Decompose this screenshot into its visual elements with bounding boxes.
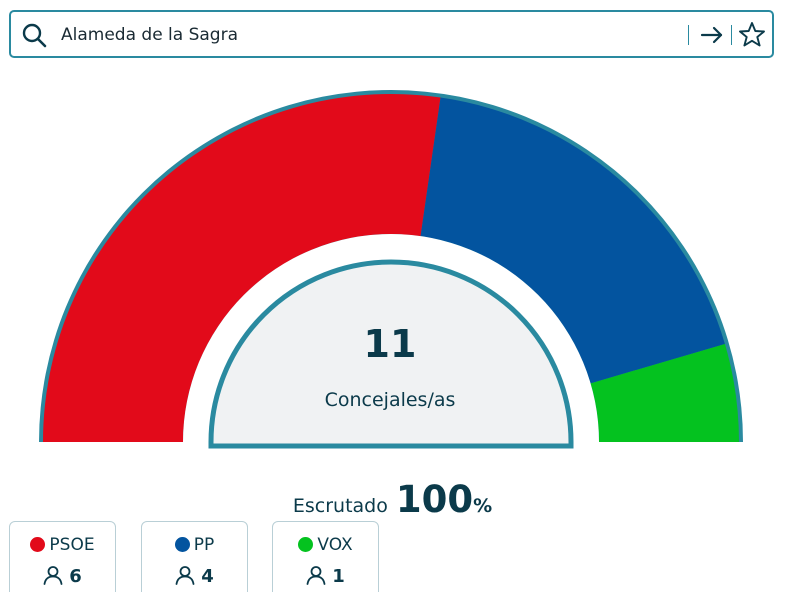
search-icon[interactable]: [21, 22, 47, 48]
party-name: PP: [193, 535, 215, 555]
party-color-dot: [174, 537, 190, 552]
party-name: VOX: [317, 535, 353, 555]
party-color-dot: [30, 537, 46, 552]
user-icon: [306, 566, 326, 585]
search-input[interactable]: [61, 20, 621, 50]
seat-segment-vox[interactable]: [590, 343, 739, 442]
scrutiny-label: Escrutado: [292, 495, 388, 517]
scrutiny-value: 100: [395, 478, 474, 521]
party-card-vox[interactable]: VOX 1: [272, 521, 379, 592]
separator: [688, 25, 689, 45]
total-seats: 11: [363, 322, 417, 366]
scrutiny-status: Escrutado 100%: [240, 478, 545, 521]
seat-chart: [39, 90, 743, 449]
total-seats-label: Concejales/as: [324, 389, 456, 411]
separator: [731, 25, 732, 45]
center-disc: [208, 259, 574, 449]
seat-segment-pp[interactable]: [420, 97, 725, 384]
party-color-dot: [298, 537, 314, 552]
party-card-pp[interactable]: PP 4: [141, 521, 248, 592]
star-icon[interactable]: [737, 20, 767, 50]
party-seats: 4: [201, 566, 214, 587]
party-name: PSOE: [49, 535, 95, 555]
user-icon: [175, 566, 195, 585]
user-icon: [43, 566, 63, 585]
party-card-psoe[interactable]: PSOE 6: [9, 521, 116, 592]
scrutiny-unit: %: [473, 495, 493, 517]
seat-segment-psoe[interactable]: [43, 94, 441, 442]
arrow-right-icon[interactable]: [697, 20, 727, 50]
party-seats: 6: [69, 566, 82, 587]
search-bar: [9, 10, 774, 58]
party-seats: 1: [332, 566, 345, 587]
